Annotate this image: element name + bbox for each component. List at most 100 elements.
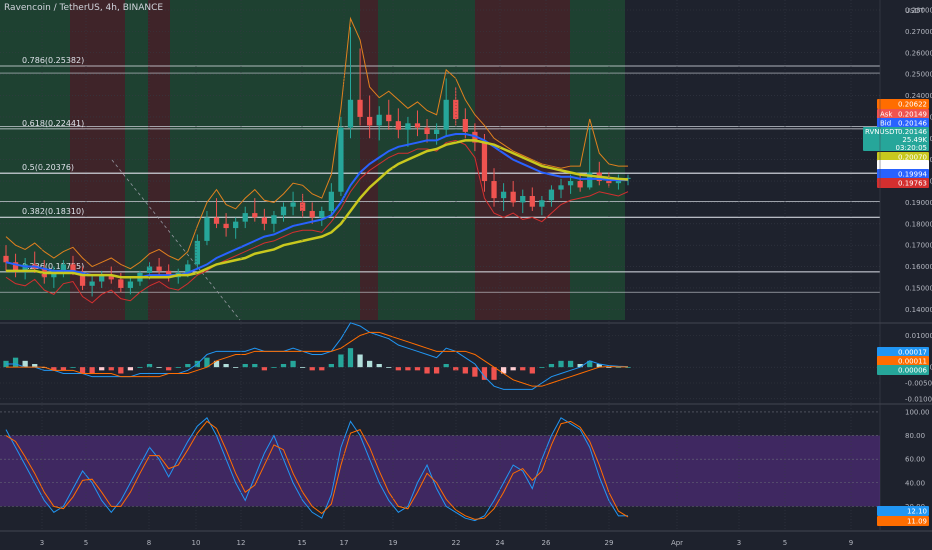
stoch-d-tag-bg: [877, 516, 929, 526]
price-tick-label: 0.17000: [905, 242, 932, 250]
candle: [405, 116, 411, 147]
candle-body: [242, 213, 248, 222]
macd-histogram-bar: [414, 367, 421, 371]
candle-body: [223, 223, 229, 229]
macd-tick-label: -0.00500: [905, 380, 932, 388]
candle-body: [606, 181, 612, 184]
stoch-tick-label: 100.00: [905, 408, 930, 416]
macd-histogram-bar: [309, 367, 315, 371]
macd-histogram-bar: [347, 348, 354, 368]
candle: [166, 264, 172, 282]
candle-body: [587, 172, 593, 188]
price-tick-label: 0.26000: [905, 49, 932, 57]
level-tag-value: 0.20040: [898, 162, 927, 170]
candle: [242, 206, 248, 229]
stoch-k-tag: [877, 506, 929, 516]
level-tag-bg: [877, 169, 929, 179]
zone-band: [580, 0, 625, 320]
horizontal-levels: [0, 65, 880, 293]
price-tick-label: 0.24000: [905, 92, 932, 100]
candle: [491, 168, 497, 207]
level-tag-bg: [877, 160, 929, 170]
macd-histogram-bar: [22, 360, 28, 368]
macd-histogram-bar: [204, 357, 210, 368]
ask-tag-label: Ask: [880, 111, 893, 119]
x-tick-label: 15: [298, 539, 307, 547]
symbol-tag-value: 0.20146: [898, 128, 927, 136]
level-tag: [877, 152, 929, 162]
candle-body: [357, 99, 363, 117]
candle-body: [319, 210, 325, 218]
x-tick-label: 12: [237, 539, 246, 547]
level-tag: [877, 160, 929, 170]
candle: [89, 275, 95, 297]
candle: [558, 178, 564, 199]
candle: [300, 193, 306, 218]
candle-body: [347, 99, 354, 128]
price-tick-label: 0.16000: [905, 263, 932, 271]
x-tick-label: 22: [452, 539, 461, 547]
candle-body: [89, 281, 95, 286]
level-tag-value: 0.20622: [898, 101, 927, 109]
price-tick-label: 0.19000: [905, 199, 932, 207]
zone-band: [360, 0, 378, 320]
macd-histogram-bar: [118, 367, 124, 374]
macd-histogram-bar: [328, 364, 334, 368]
price-tick-label: 0.27000: [905, 28, 932, 36]
candle: [223, 213, 229, 237]
candle: [261, 208, 268, 231]
symbol-tag-label: RVNUSDT: [865, 128, 899, 136]
macd-histogram-bar: [577, 364, 583, 368]
candle-body: [386, 114, 392, 122]
candle: [529, 187, 535, 211]
candle-body: [261, 217, 268, 224]
candle: [60, 260, 67, 278]
signal-line: [6, 331, 629, 387]
level-tag-value: 0.19994: [898, 171, 927, 179]
fib-label: 0.236(0.15755): [22, 262, 84, 271]
macd-tick-label: -0.01000: [905, 395, 932, 403]
candle: [233, 217, 239, 239]
macd-histogram-bar: [500, 367, 507, 374]
candle: [347, 27, 354, 139]
level-tag-bg: [877, 152, 929, 162]
ema-yellow-line: [6, 139, 629, 279]
macd-histogram-bar: [366, 360, 373, 368]
macd-histogram-bar: [453, 367, 459, 371]
macd-line: [6, 322, 629, 390]
lower-band-line: [5, 139, 629, 304]
candle-body: [233, 221, 239, 229]
macd-histogram-bar: [108, 367, 114, 371]
level-tag: [877, 99, 929, 109]
candle-body: [12, 262, 19, 271]
bid-tag: [877, 118, 929, 128]
macd-value-tag-bg: [877, 365, 929, 375]
candle-body: [22, 264, 28, 271]
bid-tag-bg: [877, 118, 929, 128]
candle: [539, 196, 545, 216]
stoch-tick-label: 40.00: [905, 479, 925, 487]
level-tag-value: 0.20070: [898, 154, 927, 162]
macd-histogram-bar: [12, 357, 19, 368]
macd-value-tag: [877, 356, 929, 366]
candle: [424, 119, 430, 143]
candle: [252, 198, 258, 222]
macd-histogram-bar: [615, 367, 622, 368]
macd-histogram-bar: [386, 367, 392, 368]
bid-tag-value: 0.20146: [898, 120, 927, 128]
price-tick-label: 0.28000: [905, 7, 932, 15]
macd-histogram-bar: [548, 364, 555, 368]
macd-histogram-bar: [338, 354, 344, 368]
macd-histogram-bar: [280, 364, 287, 368]
x-tick-label: 5: [84, 539, 88, 547]
ask-tag-bg: [877, 109, 929, 119]
macd-histogram-bar: [376, 364, 382, 368]
macd-histogram-bar: [233, 367, 239, 368]
candle-body: [500, 191, 507, 199]
candle-body: [433, 129, 440, 134]
macd-histogram-bar: [357, 354, 363, 368]
macd-histogram-bar: [395, 367, 401, 371]
candle: [280, 202, 287, 222]
macd-histogram-bar: [175, 367, 181, 368]
